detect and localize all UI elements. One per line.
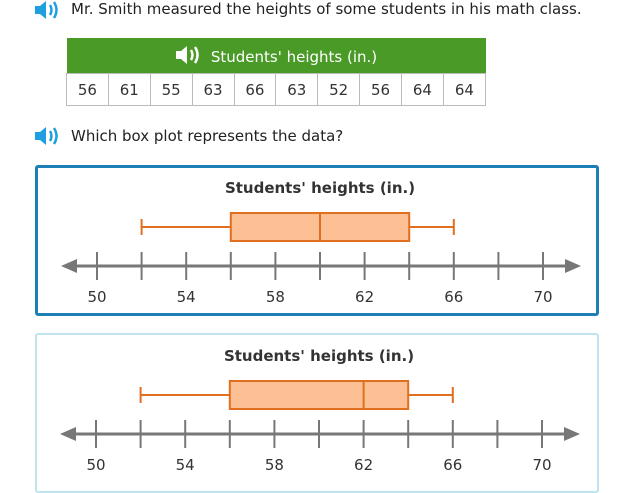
table-cell: 56 (66, 73, 109, 106)
tick-label: 66 (444, 288, 463, 306)
choice-box-plot-2[interactable]: Students' heights (in.) 50 54 58 62 66 70 (35, 333, 599, 493)
tick-label: 66 (443, 456, 462, 474)
plot-group: Students' heights (in.) 50 54 58 62 66 70 (60, 347, 580, 474)
plot-group: Students' heights (in.) 50 54 58 62 66 70 (61, 179, 581, 306)
table-cell: 61 (107, 73, 151, 106)
choice-box-plot-1[interactable]: Students' heights (in.) 50 54 58 62 66 70 (35, 165, 599, 316)
table-cell: 63 (275, 73, 319, 106)
box (228, 380, 410, 410)
plot-title: Students' heights (in.) (225, 179, 415, 197)
speaker-icon[interactable] (34, 0, 62, 20)
table-cell: 64 (401, 73, 444, 106)
table-title: Students' heights (in.) (210, 48, 378, 66)
box-plot: Students' heights (in.) 50 54 58 62 66 70 (61, 179, 581, 306)
arrow-right-icon (565, 259, 581, 273)
table-cell: 63 (191, 73, 235, 106)
heights-table: Students' heights (in.) 56 61 55 63 66 63 52 56… (66, 38, 487, 106)
table-cell: 55 (149, 73, 193, 106)
speaker-icon[interactable] (175, 45, 203, 65)
tick-label: 58 (266, 288, 285, 306)
speaker-icon[interactable] (34, 126, 62, 146)
tick-label: 62 (355, 288, 374, 306)
tick-label: 70 (532, 456, 551, 474)
plot-title: Students' heights (in.) (224, 347, 414, 365)
tick-label: 62 (354, 456, 373, 474)
tick-label: 54 (177, 288, 196, 306)
tick-label: 50 (87, 288, 106, 306)
arrow-left-icon (61, 259, 77, 273)
tick-label: 70 (533, 288, 552, 306)
question-intro: Mr. Smith measured the heights of some s… (71, 0, 582, 18)
table-header: Students' heights (in.) (66, 38, 486, 74)
arrow-left-icon (60, 427, 76, 441)
box-plot: Students' heights (in.) 50 54 58 62 66 70 (60, 347, 580, 474)
question-prompt: Which box plot represents the data? (71, 127, 344, 145)
table-cell: 56 (359, 73, 402, 106)
tick-label: 54 (176, 456, 195, 474)
tick-label: 50 (86, 456, 105, 474)
table-cell: 66 (233, 73, 277, 106)
arrow-right-icon (564, 427, 580, 441)
table-cell: 64 (442, 73, 487, 106)
tick-label: 58 (265, 456, 284, 474)
table-cell: 52 (317, 73, 361, 106)
